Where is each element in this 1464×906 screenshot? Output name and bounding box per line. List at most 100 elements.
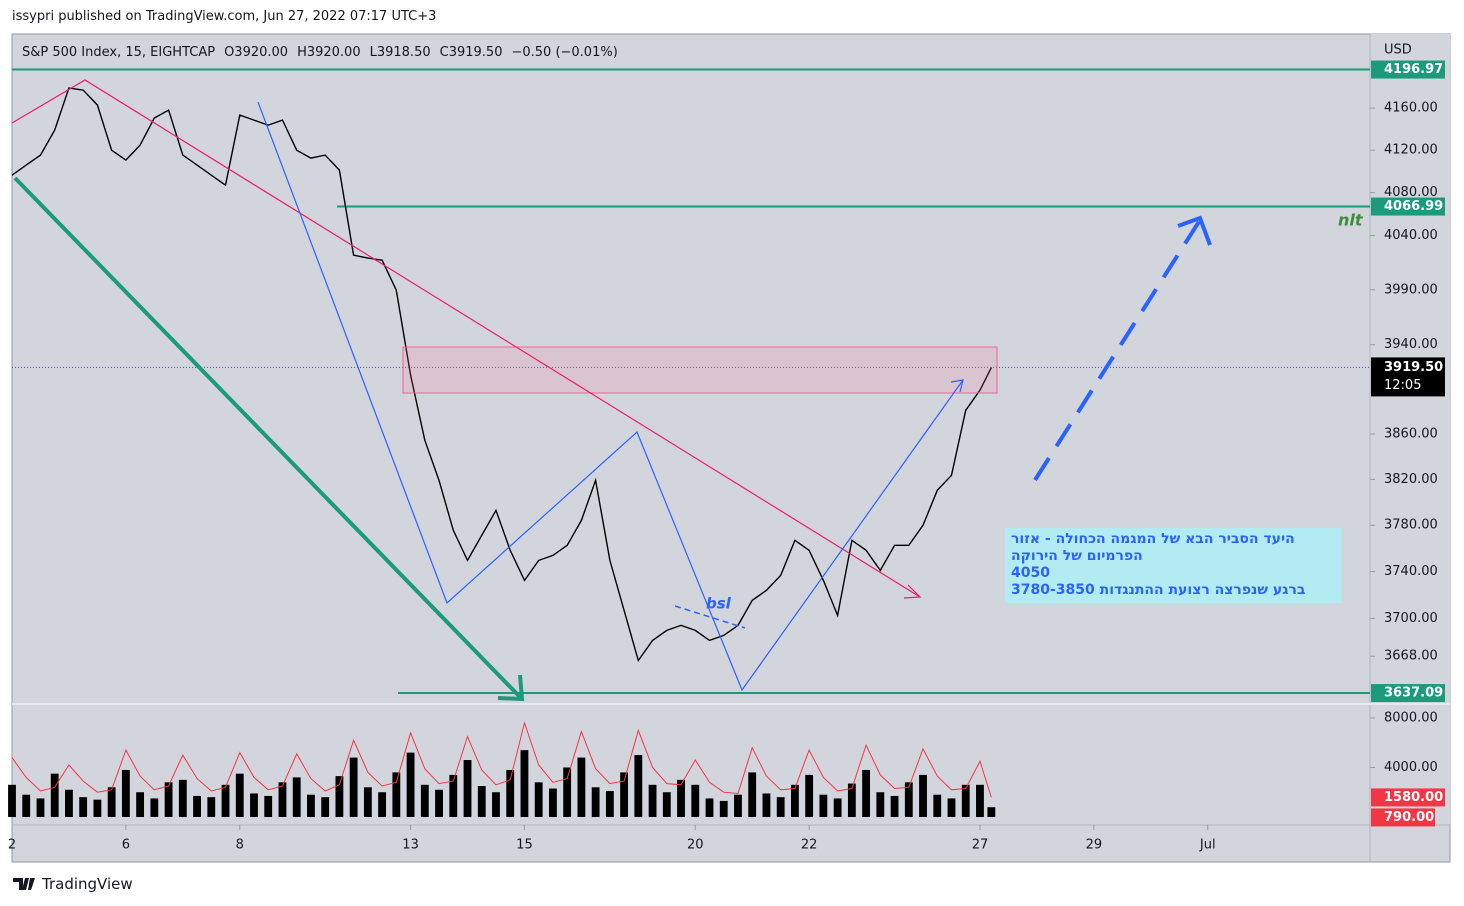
arrow-head (1177, 215, 1212, 246)
volume-bar (520, 750, 529, 817)
arrow-head (497, 674, 525, 702)
bsl-label: bsl (706, 595, 732, 613)
price-label: 4196.97 (1384, 62, 1443, 77)
wave-path (257, 101, 964, 692)
price-label-box (1371, 197, 1445, 216)
volume-bar (65, 789, 73, 817)
green-arrow (13, 176, 522, 699)
volume-bar (193, 795, 201, 817)
volume-bar (392, 772, 401, 817)
publish-info: issypri published on TradingView.com, Ju… (12, 9, 437, 24)
y-tick-label: 3820.00 (1384, 472, 1438, 487)
symbol-title: S&P 500 Index, 15, EIGHTCAP (22, 45, 216, 60)
volume-bar (748, 772, 757, 817)
volume-bar (278, 782, 287, 817)
ohlc-open: O3920.00 (224, 45, 289, 60)
currency: USD (1384, 43, 1412, 58)
volume-bar (477, 786, 486, 817)
ohlc-low: L3918.50 (369, 45, 431, 60)
volume-bar (776, 797, 785, 817)
resistance-zone (402, 346, 998, 394)
volume-bar (22, 794, 31, 817)
arrow-head (950, 379, 964, 393)
volume-bar (961, 784, 970, 817)
volume-bar (549, 788, 557, 817)
note-line: 4050 (1011, 565, 1050, 581)
ohlc-high: H3920.00 (297, 45, 361, 60)
volume-bar (93, 799, 102, 817)
volume-bar (121, 769, 130, 817)
x-tick-label: 6 (122, 838, 130, 853)
volume-bar (577, 757, 586, 817)
volume-bar (862, 769, 871, 817)
volume-bar (904, 782, 913, 817)
volume-bar (933, 794, 942, 817)
volume-bar (976, 784, 984, 817)
volume-box (1371, 808, 1435, 827)
volume-bar (406, 752, 415, 817)
x-tick-label: 2 (8, 838, 16, 853)
y-tick-label: 3780.00 (1384, 518, 1438, 533)
volume-bar (363, 787, 372, 817)
y-tick-label: 3990.00 (1384, 282, 1438, 297)
tv-logo (13, 878, 35, 890)
volume-bar (719, 800, 728, 817)
volume-bar (79, 797, 88, 817)
volume-bar (790, 784, 799, 817)
volume-label: 790.00 (1384, 810, 1434, 825)
price-line-series (11, 87, 993, 663)
volume-bar (705, 798, 714, 817)
volume-bar (492, 792, 500, 817)
volume-bar (677, 779, 685, 817)
volume-bar (648, 784, 657, 817)
x-tick-label: Jul (1199, 838, 1216, 853)
projection-arrow (1033, 218, 1202, 482)
x-tick-label: 22 (801, 838, 818, 853)
volume-bar (349, 757, 358, 817)
volume-bar (506, 769, 515, 817)
bsl-line (674, 605, 746, 629)
volume-bar (734, 794, 742, 817)
logo-mark (13, 878, 35, 890)
x-tick-label: 8 (236, 838, 244, 853)
drawings (11, 79, 1212, 702)
volume-bar (264, 795, 273, 817)
volume-bar (947, 798, 956, 817)
x-tick-label: 27 (972, 838, 989, 853)
volume-bar (449, 774, 458, 817)
price-label: 3637.09 (1384, 686, 1443, 701)
volume-tick-label: 8000.00 (1384, 710, 1438, 725)
volume-bar (605, 790, 614, 817)
volume-bar (435, 789, 443, 817)
ohlc-close: C3919.50 (439, 45, 503, 60)
chart-frame (11, 33, 1451, 863)
volume-bar (890, 795, 899, 817)
volume-ma-box (1371, 788, 1445, 807)
volume-bar (563, 767, 572, 817)
volume-bar (235, 773, 244, 817)
legend: S&P 500 Index, 15, EIGHTCAP O3920.00 H39… (22, 45, 618, 60)
x-tick-label: 29 (1086, 838, 1103, 853)
volume-bar (591, 787, 600, 817)
volume-bar (819, 794, 828, 817)
arrow-head (903, 584, 922, 599)
nlt-label: nlt (1338, 211, 1364, 230)
volume-bar (8, 784, 16, 817)
volume-bar (50, 773, 59, 817)
x-tick-label: 13 (402, 838, 419, 853)
volume-bar (378, 792, 387, 817)
price-label: 4066.99 (1384, 199, 1443, 214)
y-tick-label: 4160.00 (1384, 101, 1438, 116)
countdown: 12:05 (1384, 378, 1421, 393)
volume-bar (164, 782, 173, 817)
volume-bar (634, 755, 643, 817)
volume-ma (11, 721, 992, 798)
volume-bar (762, 793, 771, 817)
volume-bar (919, 774, 927, 817)
x-tick-label: 20 (687, 838, 704, 853)
volume-bar (321, 797, 330, 817)
y-tick-label: 3740.00 (1384, 564, 1438, 579)
volume-bar (987, 807, 996, 817)
volume-bar (221, 784, 230, 817)
ohlc-change: −0.50 (−0.01%) (511, 45, 618, 60)
